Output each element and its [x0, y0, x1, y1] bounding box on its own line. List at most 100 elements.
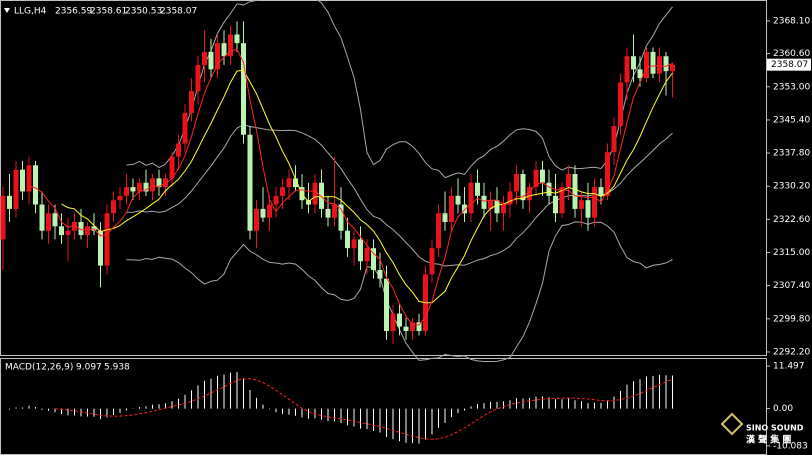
candle-body [65, 230, 71, 236]
macd-signal-line [54, 378, 673, 440]
main-panel [0, 0, 767, 356]
candle-body [163, 178, 168, 188]
candle-body [234, 34, 240, 44]
moving-average-fast [28, 48, 673, 326]
candle-body [39, 204, 45, 231]
candle-body [455, 195, 461, 205]
y-tick-label: 2322.60 [773, 215, 810, 225]
candle-body [663, 56, 669, 72]
candle-body [78, 221, 84, 236]
candle-body [546, 182, 552, 196]
candle-body [130, 187, 136, 192]
candle-body [501, 204, 506, 214]
candle-body [202, 51, 207, 65]
y-tick-label: 2360.60 [773, 49, 810, 59]
candle-body [650, 51, 656, 74]
candle-body [104, 213, 110, 266]
candle-body [319, 182, 324, 209]
candle-body [312, 182, 318, 205]
logo-name: SINO SOUND [746, 424, 804, 433]
candle-body [26, 165, 32, 192]
candle-body [254, 208, 259, 231]
candle-body [195, 64, 201, 92]
candle-body [111, 200, 116, 214]
candle-body [33, 165, 38, 205]
candle-body [384, 278, 389, 332]
candle-body [182, 112, 188, 144]
chart-title: LLG,H4 [14, 7, 47, 17]
candle-body [247, 134, 253, 231]
candle-body [98, 230, 103, 266]
y-tick-label: 2353.00 [773, 82, 810, 92]
bollinger-upper [126, 0, 673, 179]
candle-body [644, 51, 649, 79]
candle-body [0, 195, 6, 240]
candle-body [540, 169, 545, 183]
candle-body [221, 43, 227, 57]
macd-y-tick-label: 0.00 [773, 404, 793, 414]
price-label-box [767, 58, 811, 71]
candle-body [520, 174, 526, 201]
candle-body [475, 182, 480, 196]
candle-body [150, 178, 155, 192]
macd-main: 9.097 [76, 363, 102, 373]
candle-body [228, 34, 233, 57]
candle-body [598, 187, 604, 196]
candle-body [215, 43, 220, 70]
candle-body [572, 174, 578, 209]
candle-body [273, 195, 279, 205]
candle-body [189, 91, 194, 113]
y-tick-label: 2345.40 [773, 115, 810, 125]
candle-body [267, 204, 272, 218]
candle-body [436, 213, 441, 249]
candle-body [293, 178, 298, 188]
candle-body [553, 195, 558, 214]
candle-body [72, 221, 77, 231]
candle-body [241, 43, 246, 135]
candle-body [364, 248, 370, 262]
y-tick-label: 2315.00 [773, 248, 810, 258]
candle-body [624, 56, 630, 83]
macd-signal: 5.938 [104, 363, 130, 373]
candle-body [462, 204, 467, 214]
candle-body [7, 195, 12, 209]
candle-body [156, 178, 162, 188]
y-tick-label: 2368.10 [773, 16, 810, 26]
candle-body [637, 69, 643, 79]
logo-name-cn: 漢 聲 集 團 [746, 434, 791, 446]
candle-body [631, 56, 636, 70]
candle-body [306, 200, 311, 205]
candle-body [670, 64, 675, 72]
candle-body [527, 187, 532, 201]
logo-mark [720, 412, 744, 436]
candle-body [442, 213, 448, 222]
candle-body [468, 182, 474, 214]
candle-body [592, 187, 597, 218]
candle-body [605, 152, 610, 196]
macd-y-tick-label: -10.083 [773, 441, 808, 451]
candle-body [169, 156, 175, 179]
candle-body [325, 208, 331, 218]
candle-body [358, 239, 363, 262]
candle-body [137, 182, 142, 192]
candle-body [286, 178, 292, 188]
macd-title: MACD(12,26,9) [5, 363, 73, 373]
candle-body [585, 200, 591, 218]
candle-body [494, 200, 500, 214]
y-tick-label: 2330.20 [773, 182, 810, 192]
candle-body [20, 169, 25, 192]
candle-body [208, 51, 214, 70]
header-open: 2356.59 [55, 7, 92, 17]
y-tick-label: 2337.80 [773, 149, 810, 159]
header-high: 2358.61 [90, 7, 127, 17]
candle-body [338, 204, 344, 231]
candle-body [579, 200, 584, 209]
candle-body [345, 230, 350, 249]
y-tick-label: 2292.20 [773, 347, 810, 357]
candle-body [390, 313, 396, 332]
candle-body [260, 208, 266, 218]
macd-y-tick-label: 11.497 [773, 362, 805, 372]
